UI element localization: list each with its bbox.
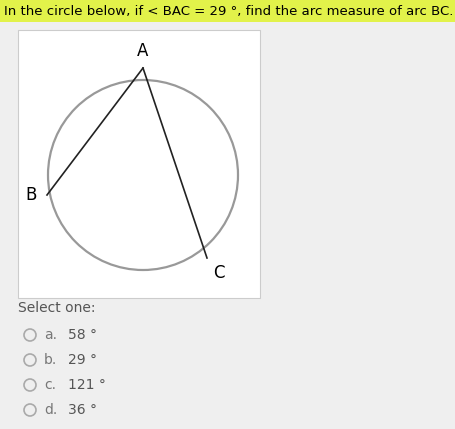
- Text: 29 °: 29 °: [68, 353, 97, 367]
- Text: 121 °: 121 °: [68, 378, 106, 392]
- Text: c.: c.: [44, 378, 56, 392]
- Text: d.: d.: [44, 403, 57, 417]
- Text: b.: b.: [44, 353, 57, 367]
- Bar: [18, 30, 260, 298]
- Text: Select one:: Select one:: [18, 301, 96, 315]
- Text: 36 °: 36 °: [68, 403, 97, 417]
- Text: a.: a.: [44, 328, 57, 342]
- Text: C: C: [213, 264, 224, 282]
- Text: A: A: [137, 42, 149, 60]
- Text: In the circle below, if < BAC = 29 °, find the arc measure of arc BC.: In the circle below, if < BAC = 29 °, fi…: [4, 4, 453, 18]
- Text: 58 °: 58 °: [68, 328, 97, 342]
- Bar: [0, 0, 455, 22]
- Text: B: B: [25, 186, 37, 204]
